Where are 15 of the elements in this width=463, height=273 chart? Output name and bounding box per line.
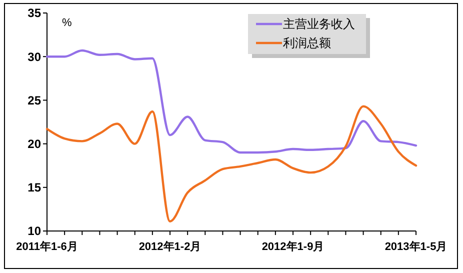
y-tick-label: 25 [28,93,42,108]
y-tick-label: 10 [28,224,42,238]
x-tick-label: 2011年1-6月 [16,240,78,253]
x-tick-label: 2012年1-2月 [138,240,202,253]
x-tick-label: 2012年1-9月 [262,240,324,253]
line-series [46,105,418,223]
y-tick-label: 30 [28,50,42,64]
line-series [46,49,418,154]
y-tick-label: 20 [28,137,42,151]
y-tick-label: 15 [28,180,42,195]
y-tick-label: 35 [28,6,42,20]
y-axis-title: % [62,17,72,29]
legend-label: 主营业务收入 [283,17,355,32]
legend-label: 利润总额 [283,36,331,50]
x-tick-label: 2013年1-5月 [384,240,448,253]
